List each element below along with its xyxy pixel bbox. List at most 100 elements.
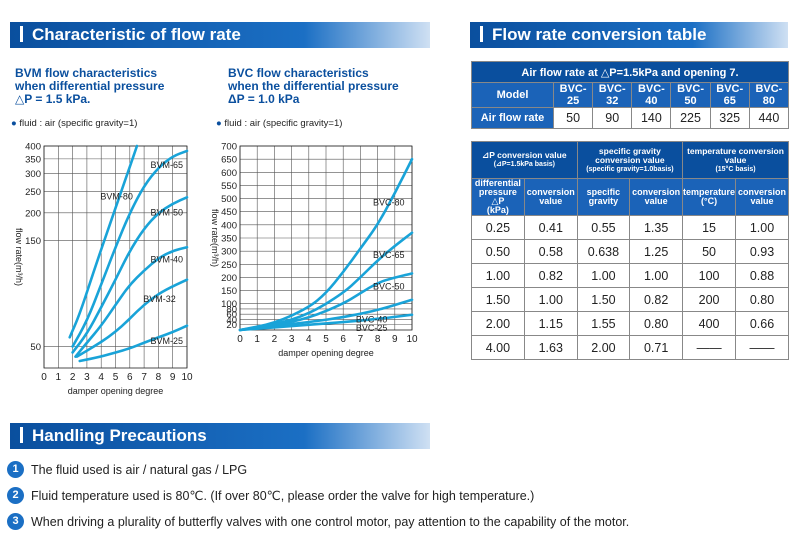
x-tick-label: 1 [254, 334, 260, 345]
table-cell: 1.00 [735, 215, 789, 240]
col-temp: temperature (°C) [682, 178, 737, 216]
table-cell: 50 [682, 239, 737, 264]
x-tick-label: 9 [170, 372, 176, 383]
col-dp-conv-l2: value [539, 196, 563, 206]
banner-flow-rate: Characteristic of flow rate [10, 22, 430, 48]
bvc-fluid-note: ● fluid : air (specific gravity=1) [216, 118, 343, 129]
table-cell: 0.71 [629, 335, 684, 360]
air-table-model-cell: BVC-25 [552, 82, 594, 108]
bvc-chart-title: BVC flow characteristics when the differ… [228, 67, 428, 106]
table-cell: —— [682, 335, 737, 360]
x-tick-label: 2 [272, 334, 278, 345]
x-tick-label: 8 [156, 372, 162, 383]
table-cell: 0.41 [523, 215, 578, 240]
group-temp-label: temperature conversion value [687, 145, 784, 165]
table-cell: 0.25 [471, 215, 525, 240]
table-cell: 1.25 [629, 239, 684, 264]
table-cell: 0.88 [735, 263, 789, 288]
table-cell: 1.00 [629, 263, 684, 288]
x-tick-label: 7 [358, 334, 364, 345]
bvm-title-line3: △P = 1.5 kPa. [15, 92, 91, 106]
y-tick-label: 50 [30, 342, 41, 353]
table-cell: 0.66 [735, 311, 789, 336]
series-label: BVC-65 [373, 250, 405, 260]
series-label: BVM-32 [143, 294, 176, 304]
x-tick-label: 5 [323, 334, 329, 345]
y-tick-label: 250 [25, 187, 41, 198]
precaution-text-3: When driving a plurality of butterfly va… [31, 514, 630, 529]
col-temp-l2: (°C) [701, 196, 718, 206]
series-label: BVM-65 [150, 160, 183, 170]
precaution-item-2: 2 Fluid temperature used is 80℃. (If over… [7, 487, 534, 504]
series-label: BVM-40 [150, 255, 183, 265]
plot-frame [43, 145, 188, 369]
y-tick-label: 300 [25, 169, 41, 180]
table-cell: 1.50 [471, 287, 525, 312]
banner-handling-text: Handling Precautions [32, 426, 207, 445]
y-axis-label: flow rate(m³/h) [14, 228, 24, 286]
table-row: 0.50 0.58 0.638 1.25 50 0.93 [471, 239, 789, 264]
air-table-row-label: Air flow rate [471, 107, 554, 129]
table-cell: 400 [682, 311, 737, 336]
air-table-model-cell: BVC-40 [631, 82, 672, 108]
x-tick-label: 0 [237, 334, 243, 345]
series-label: BVC-50 [373, 281, 405, 291]
table-cell: 200 [682, 287, 737, 312]
table-cell: 100 [682, 263, 737, 288]
air-table-value-cell: 50 [552, 107, 594, 129]
air-table-model-cell: BVC-80 [748, 82, 790, 108]
precaution-item-3: 3 When driving a plurality of butterfly v… [7, 513, 629, 530]
y-tick-label: 100 [221, 299, 237, 310]
table-cell: 0.55 [576, 215, 631, 240]
air-table-model-cell: BVC-65 [709, 82, 750, 108]
air-flow-rate-table: Air flow rate at △P=1.5kPa and opening 7… [471, 61, 790, 129]
x-tick-label: 10 [181, 372, 193, 383]
col-sg-l2: gravity [588, 196, 619, 206]
table-row: 1.50 1.00 1.50 0.82 200 0.80 [471, 287, 789, 312]
series-label: BVM-50 [150, 208, 183, 218]
series-label: BVM-80 [100, 192, 133, 202]
air-table-value-cell: 140 [631, 107, 672, 129]
x-tick-label: 1 [56, 372, 62, 383]
group-sg-label: specific gravity conversion value [595, 145, 665, 165]
y-tick-label: 40 [226, 315, 237, 326]
number-circle-icon: 3 [7, 513, 24, 530]
y-tick-label: 150 [221, 286, 237, 297]
air-table-model-label: Model [471, 82, 554, 108]
table-cell: 1.50 [576, 287, 631, 312]
air-table-heading: Air flow rate at △P=1.5kPa and opening 7… [471, 61, 789, 83]
x-axis-label: damper opening degree [68, 386, 164, 396]
y-tick-label: 200 [25, 208, 41, 219]
x-tick-label: 7 [141, 372, 147, 383]
series-line-bvm-40 [74, 245, 189, 358]
table-cell: 0.82 [523, 263, 578, 288]
y-axis-label: flow rate(m³/h) [210, 209, 220, 267]
x-tick-label: 6 [340, 334, 346, 345]
table-cell: 1.00 [523, 287, 578, 312]
x-tick-label: 6 [127, 372, 133, 383]
x-tick-label: 9 [392, 334, 398, 345]
table-cell: 1.55 [576, 311, 631, 336]
table-cell: 0.638 [576, 239, 631, 264]
banner-handling-precautions: Handling Precautions [10, 423, 430, 449]
y-tick-label: 300 [221, 247, 237, 258]
table-cell: 1.00 [471, 263, 525, 288]
col-sg-conv-l1: conversion [632, 187, 681, 197]
x-axis-label: damper opening degree [278, 348, 374, 358]
y-tick-label: 500 [221, 194, 237, 205]
y-tick-label: 200 [221, 273, 237, 284]
table-cell: 1.35 [629, 215, 684, 240]
col-dp: differential pressure △P (kPa) [471, 178, 525, 216]
y-tick-label: 350 [25, 154, 41, 165]
x-tick-label: 4 [98, 372, 104, 383]
table-cell: 1.63 [523, 335, 578, 360]
col-sg-conv-l2: value [644, 196, 668, 206]
air-table-value-row: Air flow rate 50 90 140 225 325 440 [471, 107, 790, 129]
y-tick-label: 700 [221, 142, 237, 153]
col-sg: specific gravity [576, 178, 631, 216]
precaution-text-1: The fluid used is air / natural gas / LP… [31, 462, 248, 477]
bvm-chart-title: BVM flow characteristics when differenti… [15, 67, 205, 106]
col-temp-conv-l2: value [750, 196, 774, 206]
col-dp-conv-l1: conversion [526, 187, 575, 197]
air-table-model-cell: BVC-32 [592, 82, 633, 108]
